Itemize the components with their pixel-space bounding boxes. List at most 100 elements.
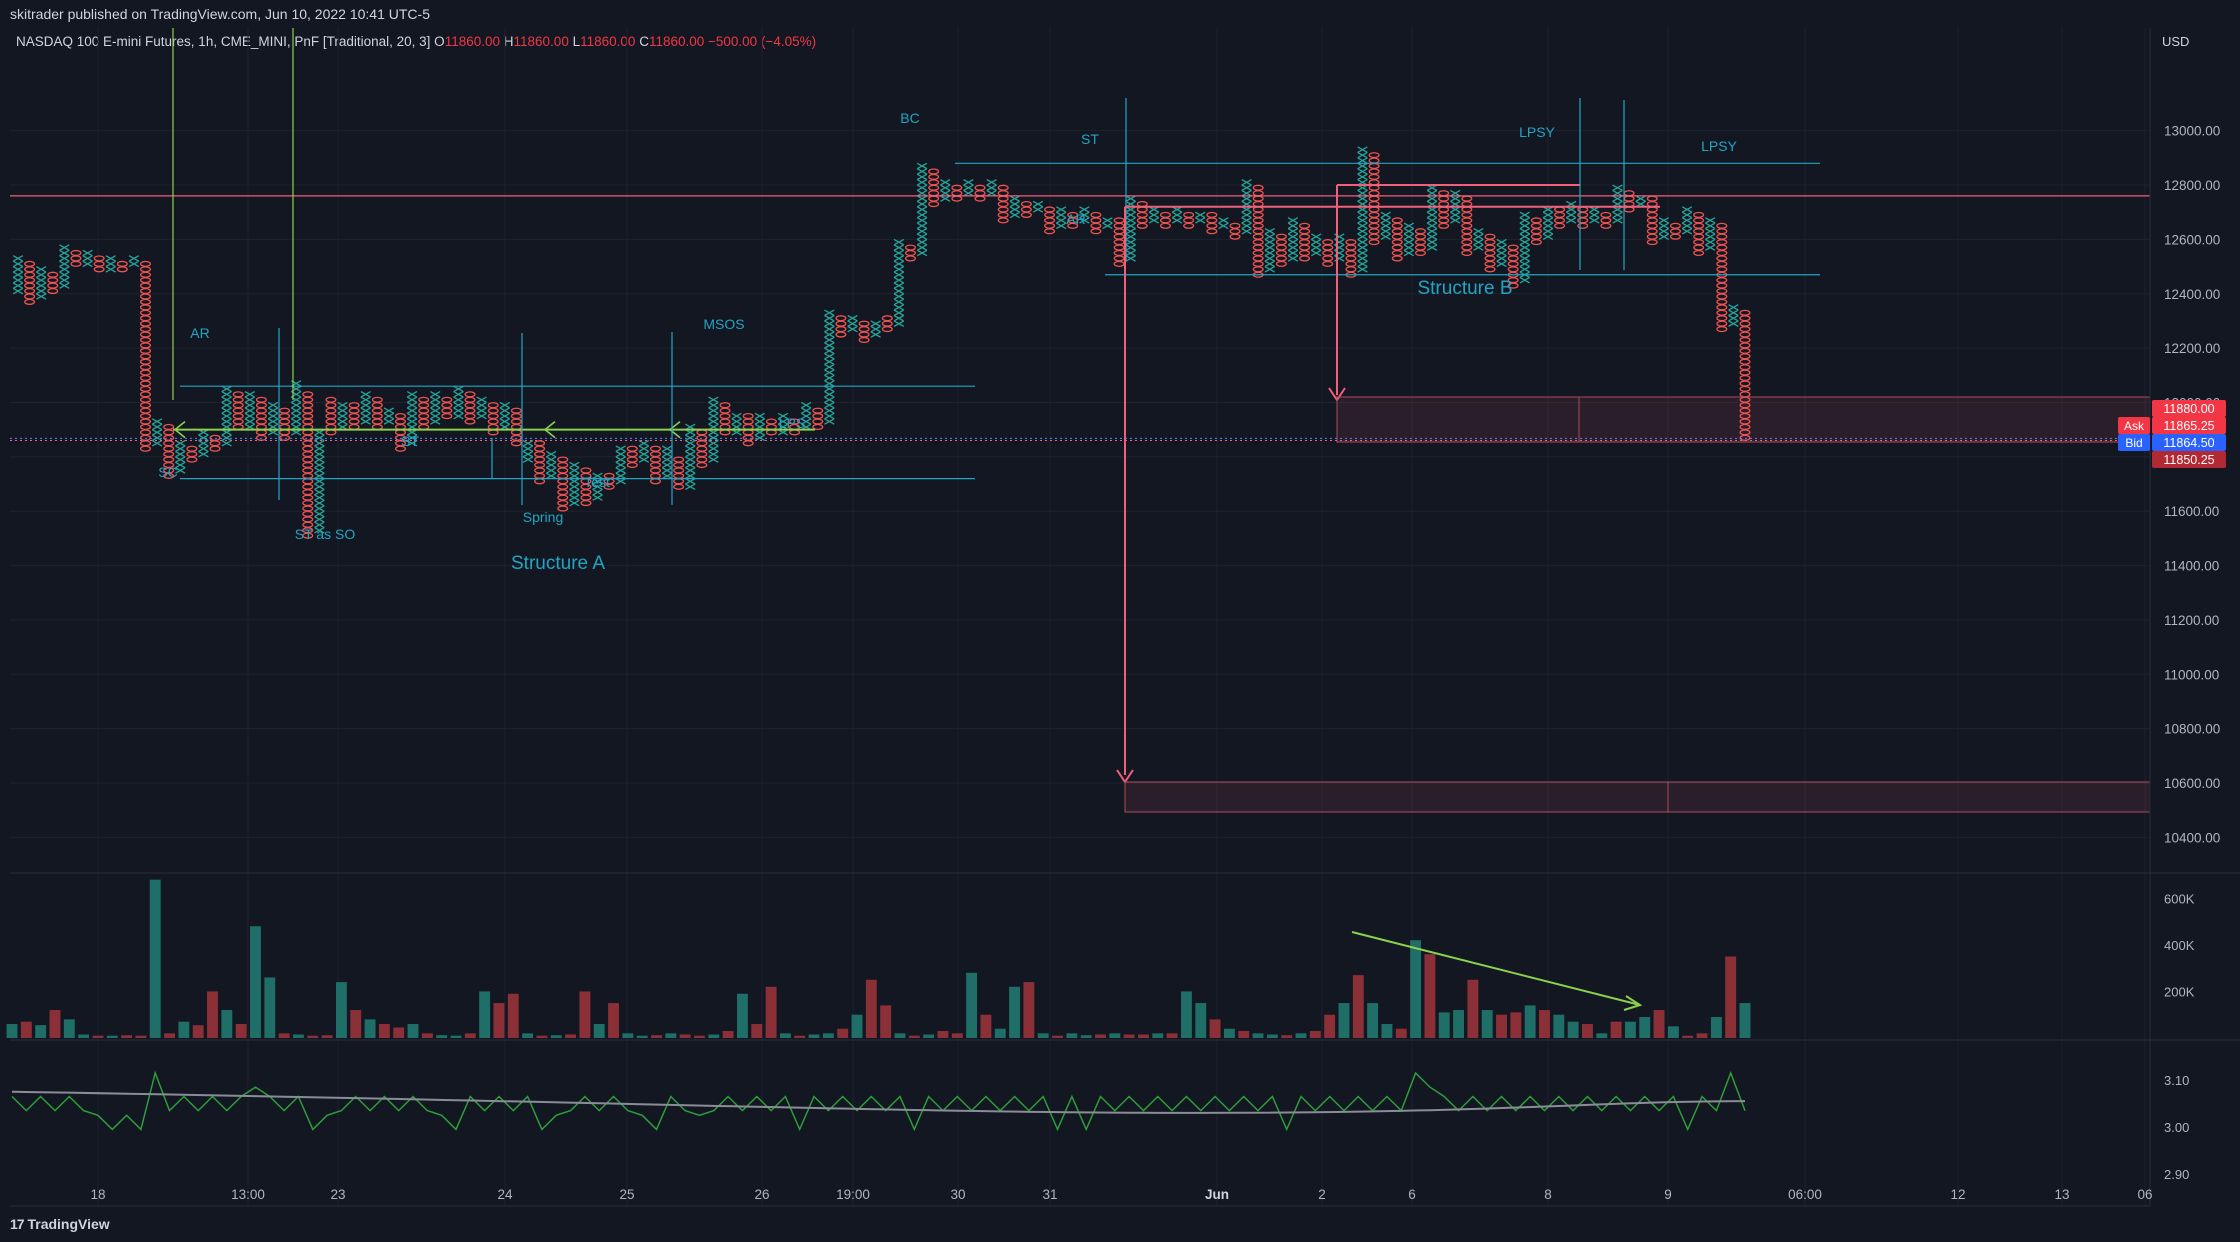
pnf-o-column: [1739, 309, 1751, 441]
price-badge: 11865.25 Ask: [2118, 417, 2226, 434]
volume-bar: [1209, 1019, 1221, 1038]
pnf-o-column: [1044, 206, 1056, 235]
volume-bar: [350, 1010, 362, 1038]
pnf-o-column: [1414, 228, 1426, 257]
price-tick-label: 10600.00: [2164, 776, 2220, 791]
volume-bar: [593, 1024, 605, 1038]
volume-bar: [1725, 956, 1737, 1038]
time-tick-label: 9: [1664, 1187, 1672, 1202]
indicator-tick-label: 3.00: [2164, 1120, 2189, 1135]
volume-pane: [6, 879, 1751, 1038]
volume-bar: [1281, 1035, 1293, 1038]
volume-bar: [1252, 1033, 1264, 1038]
volume-bar: [1567, 1021, 1579, 1038]
pnf-o-column: [186, 445, 198, 463]
pnf-x-column: [476, 396, 487, 420]
volume-bar: [1410, 940, 1422, 1038]
volume-bar: [364, 1019, 376, 1038]
pnf-x-column: [383, 407, 395, 425]
pnf-o-column: [626, 445, 638, 469]
symbol-name[interactable]: NASDAQ 100 E-mini Futures, 1h, CME_MINI,…: [16, 34, 431, 49]
price-tick-label: 13000.00: [2164, 124, 2220, 139]
price-tick-label: 11400.00: [2164, 559, 2219, 574]
volume-bar: [937, 1031, 949, 1038]
pnf-o-column: [1484, 233, 1496, 273]
volume-bar: [264, 977, 276, 1038]
time-tick-label: 13:00: [231, 1187, 265, 1202]
volume-bar: [1095, 1034, 1106, 1038]
volume-bar: [1682, 1035, 1694, 1038]
pnf-o-column: [464, 391, 476, 425]
volume-bar: [149, 879, 161, 1038]
pnf-o-column: [1159, 211, 1171, 229]
currency-label[interactable]: USD: [2162, 34, 2189, 49]
pnf-o-column: [1345, 239, 1357, 278]
pnf-x-column: [1565, 200, 1577, 224]
pnf-o-column: [1461, 195, 1473, 257]
close-label: C: [639, 34, 649, 49]
pnf-x-column: [916, 162, 928, 257]
pnf-x-column: [35, 266, 47, 300]
wyckoff-label: LPS: [779, 415, 805, 431]
pnf-o-column: [1229, 222, 1241, 240]
indicator-average-line: [11, 1090, 1746, 1114]
wyckoff-label: Spring: [523, 509, 563, 525]
pnf-x-column: [1264, 227, 1275, 273]
volume-bar: [822, 1033, 834, 1038]
volume-bar: [694, 1035, 705, 1038]
volume-bar: [6, 1024, 18, 1038]
pnf-o-column: [70, 249, 82, 267]
volume-bar: [1667, 1026, 1679, 1038]
pnf-x-column: [105, 255, 116, 273]
time-tick-label: 12: [1950, 1187, 1965, 1202]
indicator-pane: [11, 1070, 1746, 1132]
volume-bar: [20, 1021, 32, 1038]
pnf-x-column: [1635, 195, 1646, 208]
volume-bar: [851, 1014, 863, 1038]
volume-bar: [880, 1005, 892, 1038]
wyckoff-label: Test: [584, 474, 610, 490]
wyckoff-annotations: SC AR ST as SO ST Spring Test MSOS LPS BC ST AR LPS…: [10, 28, 2151, 813]
pnf-o-column: [904, 244, 916, 262]
pnf-x-column: [1102, 217, 1113, 230]
volume-bar: [1023, 982, 1035, 1038]
wyckoff-label: ST as SO: [295, 526, 356, 542]
high-value: 11860.00: [513, 34, 569, 49]
price-badge: 11850.25: [2152, 451, 2226, 468]
volume-bar: [1696, 1033, 1708, 1038]
volume-bar: [1352, 975, 1364, 1038]
volume-bar: [293, 1034, 304, 1038]
pnf-x-column: [708, 396, 719, 463]
price-badge: 11864.50 Bid: [2118, 434, 2226, 451]
volume-bar: [335, 982, 347, 1038]
volume-bar: [436, 1035, 448, 1038]
volume-bar: [522, 1033, 534, 1038]
pnf-x-column: [569, 461, 580, 507]
brand-footer[interactable]: 17 TradingView: [10, 1216, 110, 1232]
volume-bar: [894, 1033, 906, 1038]
pnf-o-column: [951, 184, 963, 202]
volume-bar: [1123, 1034, 1135, 1038]
price-tick-label: 11600.00: [2164, 504, 2219, 519]
time-tick-label: 19:00: [836, 1187, 870, 1202]
pnf-o-column: [858, 320, 870, 344]
pnf-x-column: [1009, 195, 1020, 219]
volume-bar: [1223, 1028, 1235, 1038]
price-tick-label: 12200.00: [2164, 341, 2220, 356]
wyckoff-label: BC: [900, 110, 919, 126]
volume-bar: [536, 1035, 548, 1038]
pnf-x-column: [754, 412, 765, 442]
pnf-o-column: [255, 396, 267, 441]
time-tick-label: 8: [1544, 1187, 1552, 1202]
volume-bar: [1510, 1012, 1522, 1038]
pnf-o-column: [139, 260, 152, 452]
volume-bar: [1539, 1010, 1550, 1038]
volume-bar: [622, 1033, 634, 1038]
volume-bar: [765, 986, 777, 1038]
volume-bar: [679, 1034, 691, 1038]
volume-bar: [1195, 1003, 1207, 1038]
pnf-o-column: [279, 407, 291, 441]
pnf-x-column: [1612, 184, 1623, 224]
pnf-o-column: [1623, 190, 1635, 213]
